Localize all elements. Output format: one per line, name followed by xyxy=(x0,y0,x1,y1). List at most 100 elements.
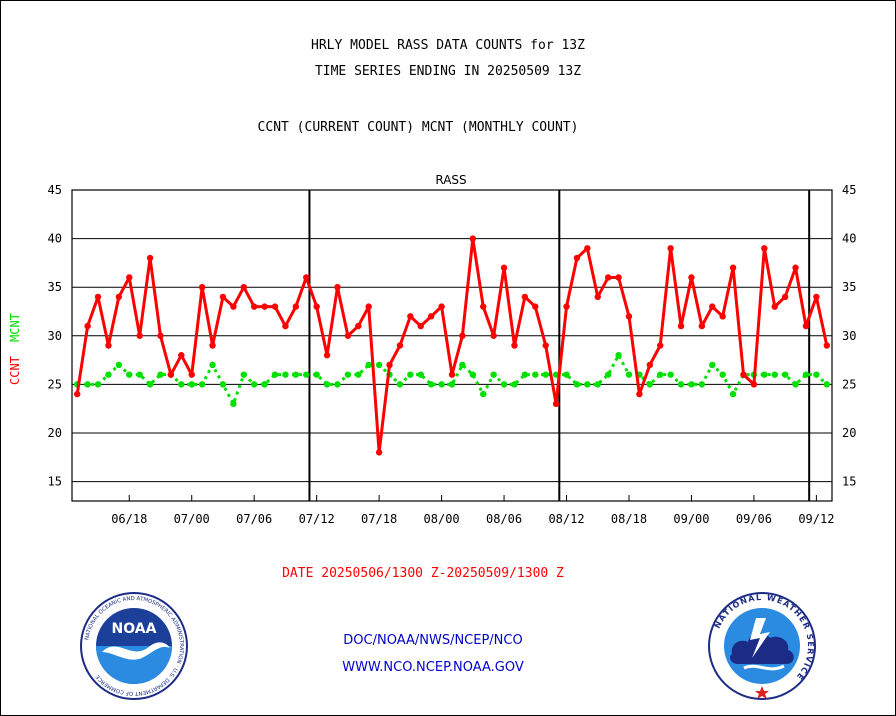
data-point-mcnt xyxy=(417,371,424,378)
data-point-ccnt xyxy=(365,303,372,310)
data-point-ccnt xyxy=(292,303,300,310)
data-point-mcnt xyxy=(646,381,654,388)
x-tick-label: 08/18 xyxy=(611,512,647,526)
data-point-ccnt xyxy=(126,274,133,281)
data-point-ccnt xyxy=(417,322,424,330)
y-tick-label-left: 20 xyxy=(48,426,62,440)
credit-line-2: WWW.NCO.NCEP.NOAA.GOV xyxy=(342,660,524,675)
data-point-mcnt xyxy=(271,371,279,378)
data-point-mcnt xyxy=(761,371,768,378)
data-point-ccnt xyxy=(146,254,154,262)
data-point-mcnt xyxy=(563,371,570,378)
y-tick-label-left: 45 xyxy=(48,183,62,197)
x-tick-label: 06/18 xyxy=(111,512,147,526)
data-point-mcnt xyxy=(781,371,789,378)
data-point-mcnt xyxy=(261,381,268,388)
data-point-mcnt xyxy=(323,381,331,388)
data-point-mcnt xyxy=(657,371,664,378)
series-mcnt xyxy=(74,352,830,408)
data-point-ccnt xyxy=(625,313,633,320)
data-point-mcnt xyxy=(313,371,320,378)
data-point-ccnt xyxy=(136,332,143,339)
y-tick-label-left: 35 xyxy=(48,280,62,294)
data-point-mcnt xyxy=(157,371,164,378)
data-point-mcnt xyxy=(573,381,581,388)
data-point-mcnt xyxy=(698,381,706,388)
data-point-ccnt xyxy=(427,313,435,320)
y-tick-label-left: 30 xyxy=(48,329,62,343)
data-point-ccnt xyxy=(667,245,674,252)
data-point-ccnt xyxy=(240,283,247,291)
data-point-mcnt xyxy=(355,371,362,378)
data-point-mcnt xyxy=(188,381,195,388)
data-point-mcnt xyxy=(521,371,529,378)
data-point-mcnt xyxy=(303,371,310,378)
y-tick-label-left: 25 xyxy=(48,377,62,391)
data-point-mcnt xyxy=(802,371,810,378)
data-point-mcnt xyxy=(282,371,289,378)
data-point-ccnt xyxy=(219,293,227,301)
data-point-ccnt xyxy=(604,274,612,281)
data-point-mcnt xyxy=(792,381,799,388)
data-point-mcnt xyxy=(146,381,154,388)
data-point-ccnt xyxy=(709,303,716,310)
data-point-mcnt xyxy=(480,390,487,398)
data-point-mcnt xyxy=(209,361,216,369)
data-point-mcnt xyxy=(459,361,466,369)
data-point-ccnt xyxy=(459,332,466,339)
data-point-ccnt xyxy=(323,352,331,359)
data-point-ccnt xyxy=(698,322,706,330)
data-point-mcnt xyxy=(365,361,372,369)
x-tick-label: 08/06 xyxy=(486,512,522,526)
data-point-ccnt xyxy=(594,293,601,301)
data-point-mcnt xyxy=(667,371,674,378)
plot-border xyxy=(71,189,833,502)
y-tick-label-right: 20 xyxy=(842,426,856,440)
data-point-mcnt xyxy=(126,371,133,378)
data-point-ccnt xyxy=(115,293,123,301)
data-point-ccnt xyxy=(761,245,768,252)
y-tick-label-right: 30 xyxy=(842,329,856,343)
data-point-mcnt xyxy=(136,371,143,378)
data-point-ccnt xyxy=(261,303,268,310)
data-point-ccnt xyxy=(188,371,195,378)
data-point-ccnt xyxy=(552,400,560,408)
y-axis-label-mcnt: MCNT xyxy=(8,313,22,342)
data-point-ccnt xyxy=(438,303,445,310)
data-point-mcnt xyxy=(178,381,185,388)
gridlines xyxy=(72,189,832,483)
chart-subtitle: TIME SERIES ENDING IN 20250509 13Z xyxy=(314,64,582,79)
data-point-ccnt xyxy=(521,293,529,301)
data-point-ccnt xyxy=(542,342,549,349)
data-point-mcnt xyxy=(427,381,435,388)
data-point-mcnt xyxy=(375,361,383,369)
nws-logo: NATIONAL WEATHER SERVICE xyxy=(708,592,816,700)
y-tick-label-right: 35 xyxy=(842,280,856,294)
data-point-mcnt xyxy=(250,381,258,388)
data-point-mcnt xyxy=(396,381,404,388)
data-point-mcnt xyxy=(813,371,820,378)
data-point-ccnt xyxy=(750,381,758,388)
data-point-mcnt xyxy=(105,371,112,378)
y-tick-label-right: 40 xyxy=(842,232,856,246)
data-point-ccnt xyxy=(386,361,393,369)
data-point-mcnt xyxy=(719,371,726,378)
data-point-ccnt xyxy=(178,352,185,359)
data-point-ccnt xyxy=(802,322,810,330)
data-point-ccnt xyxy=(823,342,830,349)
data-point-ccnt xyxy=(407,313,414,320)
data-point-mcnt xyxy=(198,381,206,388)
data-point-mcnt xyxy=(500,381,508,388)
data-point-ccnt xyxy=(615,274,622,281)
data-point-mcnt xyxy=(438,381,445,388)
x-tick-label: 07/06 xyxy=(236,512,272,526)
data-point-ccnt xyxy=(469,235,477,242)
data-point-ccnt xyxy=(375,449,383,456)
data-point-mcnt xyxy=(334,381,341,388)
data-point-ccnt xyxy=(344,332,352,339)
data-point-ccnt xyxy=(563,303,570,310)
x-tick-label: 09/06 xyxy=(736,512,772,526)
x-tick-label: 08/00 xyxy=(424,512,460,526)
data-point-ccnt xyxy=(688,274,695,281)
data-point-mcnt xyxy=(709,361,716,369)
